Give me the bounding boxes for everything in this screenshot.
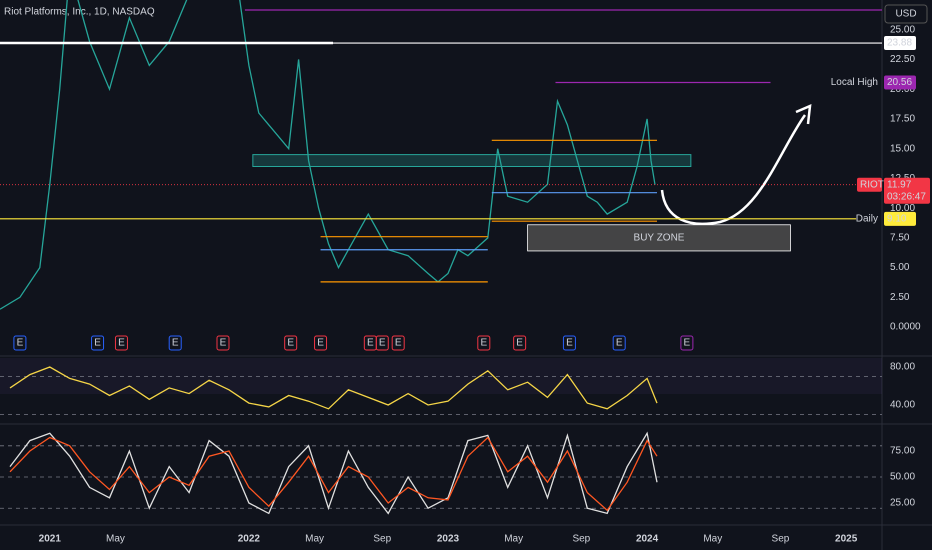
earnings-label: E [220, 338, 227, 349]
earnings-label: E [395, 338, 402, 349]
x-tick-label: Sep [572, 534, 590, 545]
price-label: 9.10 [887, 213, 907, 224]
y-tick-label: 0.0000 [890, 322, 921, 333]
earnings-marker [477, 335, 491, 351]
y-tick-label: 25.00 [890, 24, 915, 35]
earnings-label: E [118, 338, 125, 349]
earnings-marker [562, 335, 576, 351]
x-tick-label: 2021 [39, 534, 62, 545]
currency-box [884, 4, 928, 24]
price-label: 20.56 [887, 77, 912, 88]
price-label: 23.88 [887, 38, 912, 49]
x-tick-label: May [703, 534, 722, 545]
earnings-marker [612, 335, 626, 351]
x-tick-label: Sep [373, 534, 391, 545]
y-tick-label: 5.00 [890, 262, 910, 273]
chart-title: Riot Platforms, Inc., 1D, NASDAQ [4, 7, 155, 18]
earnings-label: E [172, 338, 179, 349]
countdown: 03:26:47 [887, 191, 926, 202]
currency: USD [895, 9, 916, 20]
earnings-marker [375, 335, 389, 351]
earnings-marker [284, 335, 298, 351]
earnings-label: E [480, 338, 487, 349]
level-name: Local High [831, 77, 878, 88]
price-label-box [884, 36, 916, 51]
earnings-label: E [616, 338, 623, 349]
earnings-label: E [317, 338, 324, 349]
level-name: Daily [856, 213, 878, 224]
y-tick-label: 80.00 [890, 362, 915, 373]
rsi-band [0, 358, 882, 394]
earnings-label: E [566, 338, 573, 349]
x-tick-label: 2025 [835, 534, 858, 545]
y-tick-label: 75.00 [890, 446, 915, 457]
arrow [660, 114, 807, 226]
zone [527, 224, 791, 252]
arrow-head [795, 104, 812, 125]
y-tick-label: 40.00 [890, 400, 915, 411]
price-label-box [884, 211, 916, 226]
y-tick-label: 17.50 [890, 114, 915, 125]
earnings-marker [680, 335, 694, 351]
earnings-label: E [684, 338, 691, 349]
price-label-box [884, 75, 916, 90]
y-tick-label: 22.50 [890, 54, 915, 65]
y-tick-label: 15.00 [890, 143, 915, 154]
y-tick-label: 10.00 [890, 203, 915, 214]
earnings-marker [216, 335, 230, 351]
earnings-marker [91, 335, 105, 351]
earnings-marker [114, 335, 128, 351]
earnings-label: E [516, 338, 523, 349]
x-tick-label: 2023 [437, 534, 460, 545]
series-line [9, 436, 658, 512]
y-tick-label: 25.00 [890, 498, 915, 509]
y-tick-label: 50.00 [890, 472, 915, 483]
ticker: RIOT [860, 179, 884, 190]
x-tick-label: 2024 [636, 534, 659, 545]
earnings-label: E [379, 338, 386, 349]
earnings-marker [513, 335, 527, 351]
earnings-marker [168, 335, 182, 351]
last-price-box [884, 177, 930, 204]
earnings-label: E [367, 338, 374, 349]
earnings-label: E [17, 338, 24, 349]
series-line [9, 366, 658, 410]
x-tick-label: May [504, 534, 523, 545]
y-tick-label: 2.50 [890, 292, 910, 303]
x-tick-label: 2022 [238, 534, 261, 545]
zone [252, 154, 692, 167]
earnings-marker [391, 335, 405, 351]
earnings-marker [314, 335, 328, 351]
earnings-marker [13, 335, 27, 351]
x-tick-label: May [305, 534, 324, 545]
x-tick-label: Sep [772, 534, 790, 545]
zone-label: BUY ZONE [634, 232, 685, 243]
x-tick-label: May [106, 534, 125, 545]
last-price: 11.97 [887, 179, 912, 190]
y-tick-label: 7.50 [890, 232, 910, 243]
earnings-label: E [287, 338, 294, 349]
earnings-label: E [94, 338, 101, 349]
ticker-box [857, 177, 882, 192]
